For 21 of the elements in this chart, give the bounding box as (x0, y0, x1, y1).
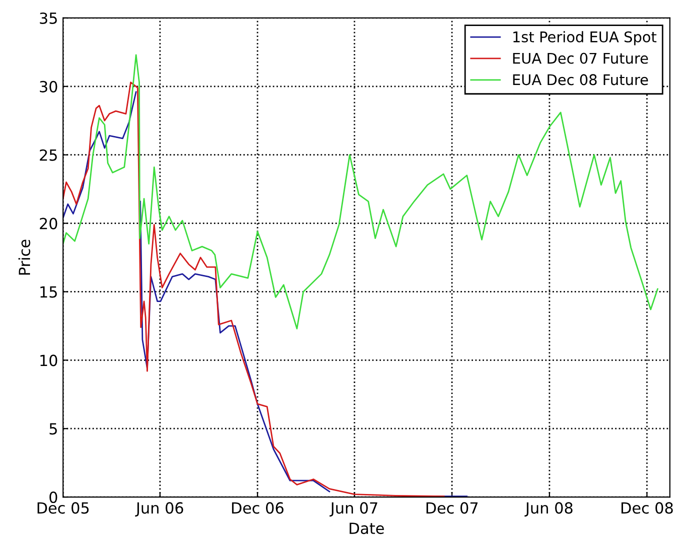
legend-label: 1st Period EUA Spot (513, 31, 656, 46)
line-series (63, 54, 658, 330)
y-tick-label: 0 (49, 492, 58, 504)
x-tick-label: Dec 08 (622, 502, 673, 514)
y-tick-label: 35 (40, 12, 57, 24)
y-tick-label: 10 (40, 354, 58, 366)
x-tick-label: Jun 08 (524, 502, 572, 517)
legend-label: EUA Dec 08 Future (513, 74, 648, 86)
y-tick-label: 30 (40, 80, 58, 92)
y-tick-label: 15 (40, 286, 57, 298)
x-axis-title: Date (350, 522, 384, 534)
legend-label: EUA Dec 07 Future (513, 52, 648, 64)
x-tick-label: Jun 07 (330, 502, 378, 517)
x-tick-label: Dec 05 (38, 502, 89, 514)
y-tick-label: 25 (40, 149, 57, 161)
x-tick-label: Jun 06 (135, 502, 184, 517)
x-tick-label: Dec 06 (232, 502, 284, 514)
x-tick-label: Dec 07 (426, 502, 478, 514)
y-tick-label: 20 (40, 218, 58, 230)
y-tick-label: 5 (50, 423, 57, 435)
y-axis-title: Price (18, 240, 30, 275)
